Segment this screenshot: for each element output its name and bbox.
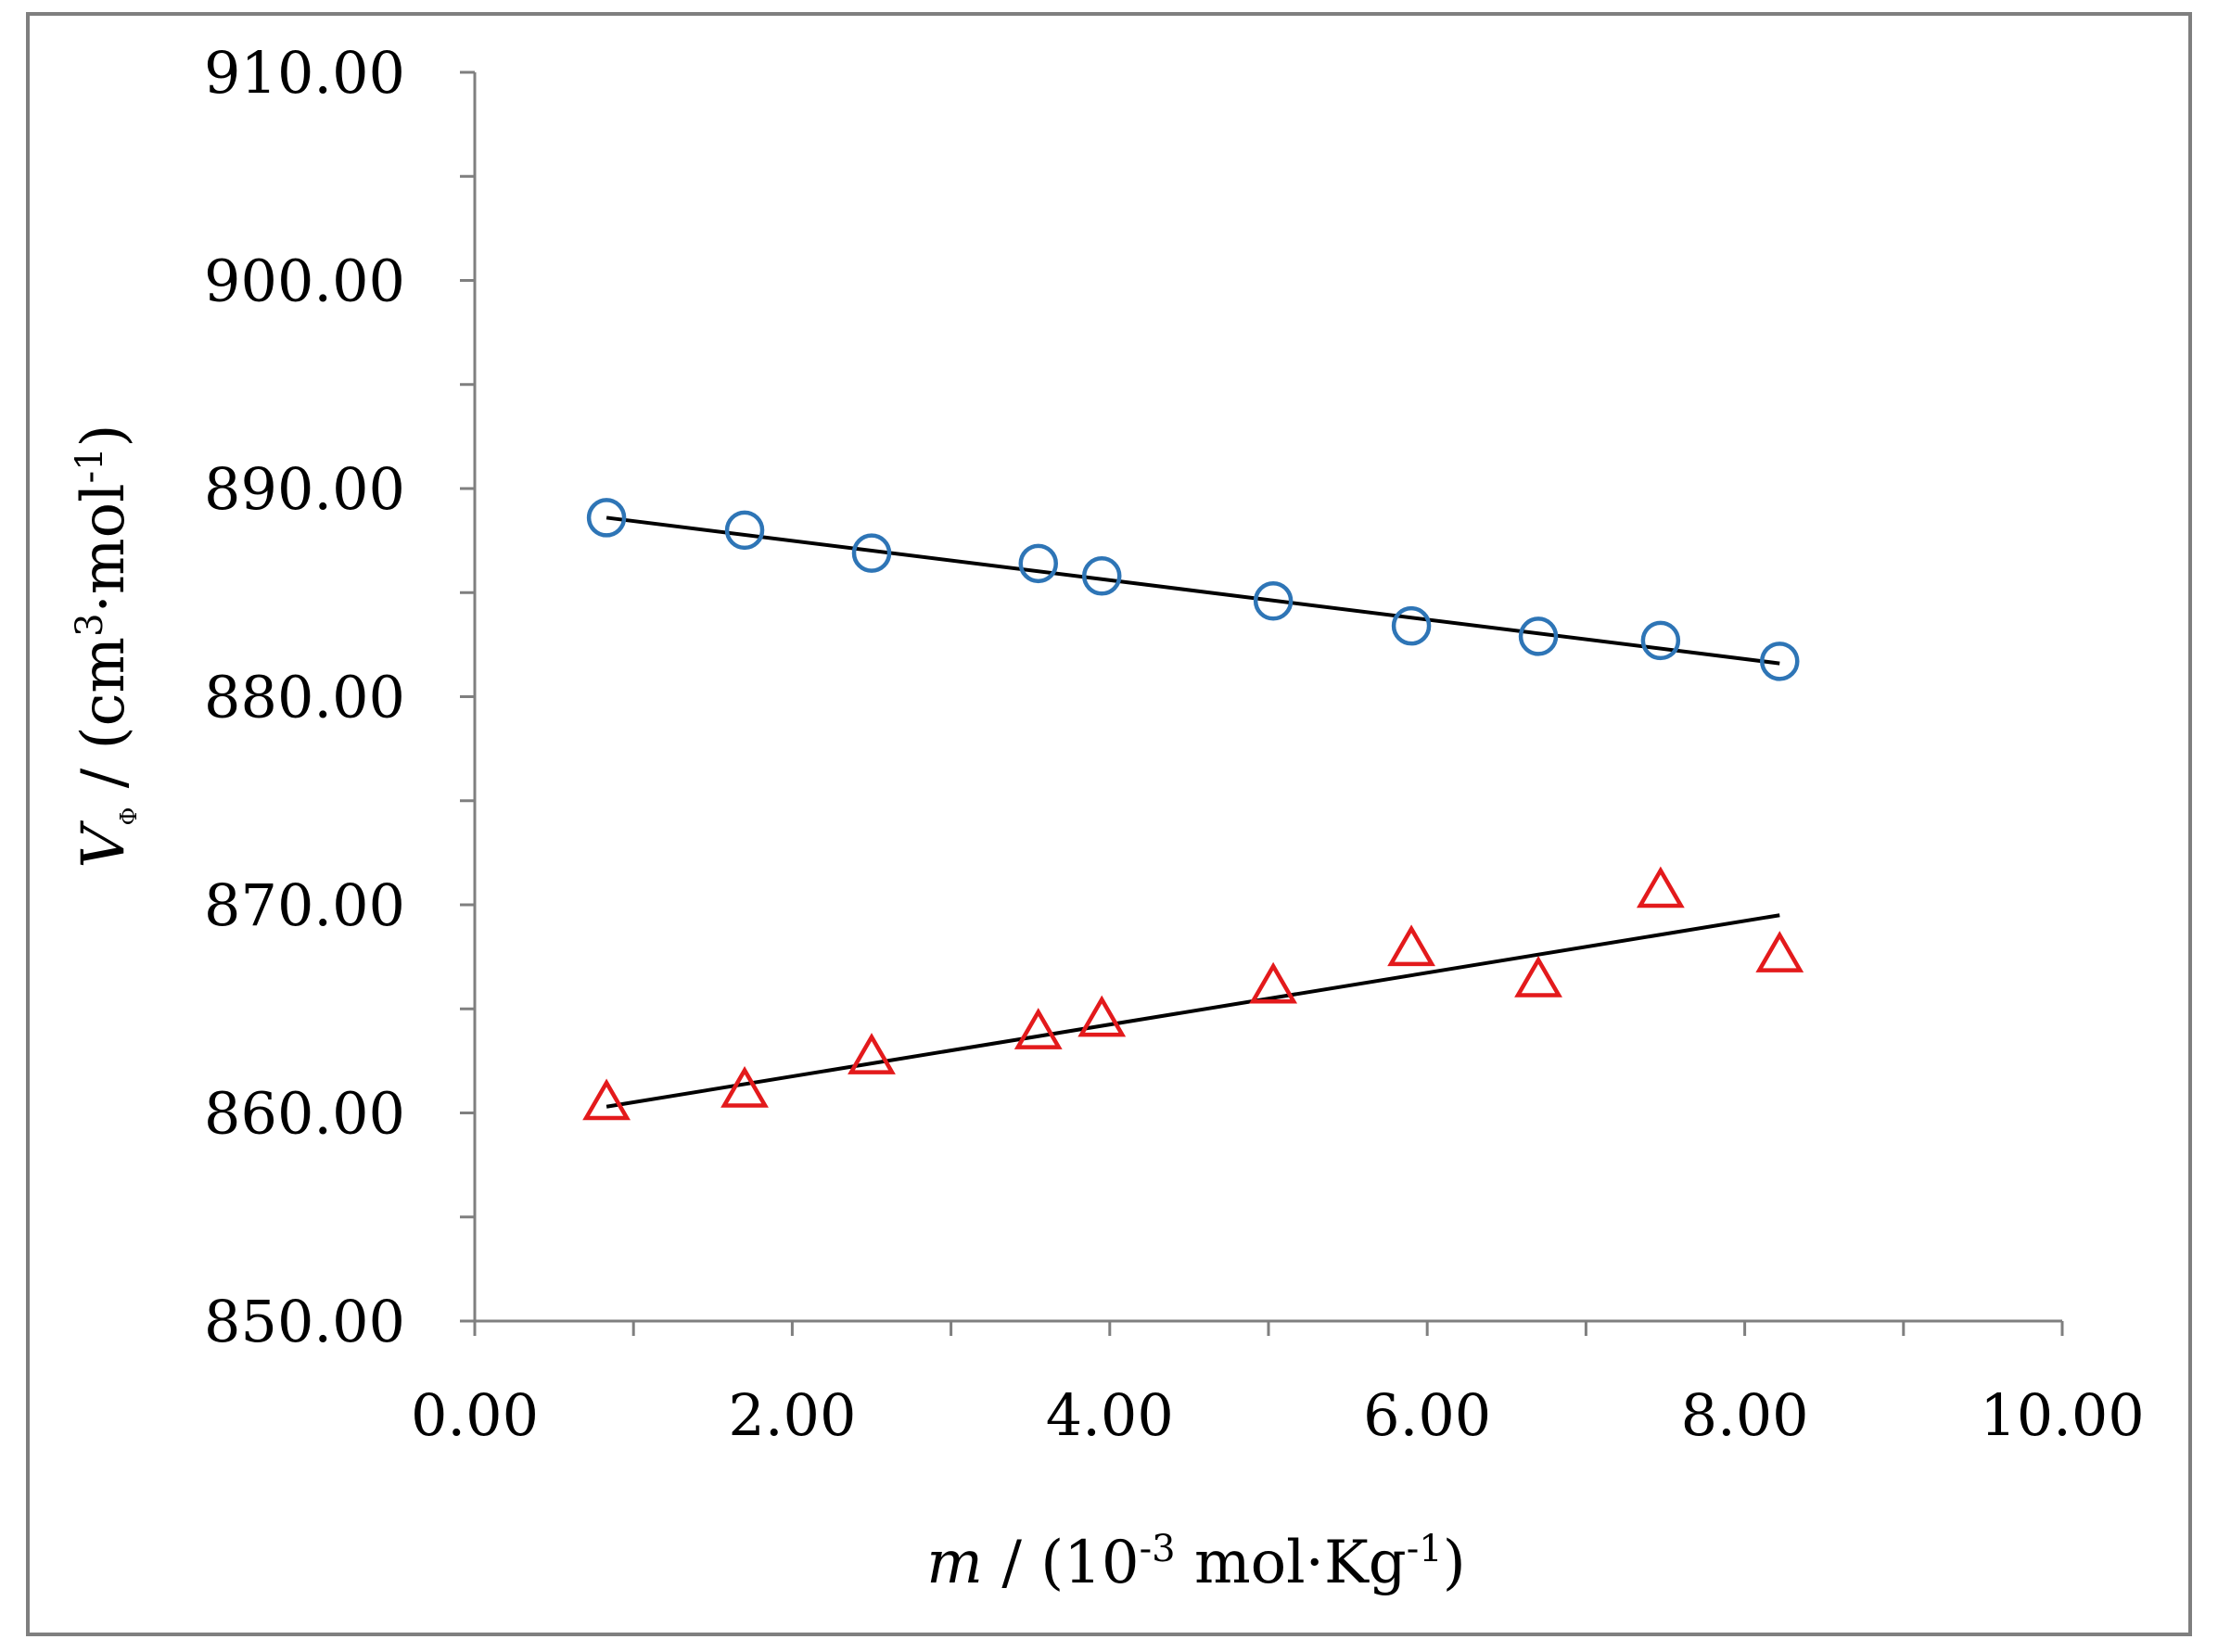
y-axis-ticks: 850.00 860.00 870.00 880.00 890.00 900.00 910.… xyxy=(204,39,475,1355)
x-axis-title: m / (10-3 mol·Kg-1) xyxy=(926,1528,1465,1597)
triangles-point xyxy=(1514,956,1562,998)
triangles-fit-line xyxy=(605,913,1780,1109)
triangles-point xyxy=(1755,931,1804,972)
data-markers xyxy=(582,498,1804,1121)
circles-point xyxy=(1391,605,1432,646)
y-axis-title-pre: / (cm xyxy=(70,637,138,807)
x-axis-title-pre: / (10 xyxy=(983,1529,1140,1597)
y-tick-label: 860.00 xyxy=(204,1080,405,1148)
y-axis-title-sub: Φ xyxy=(116,807,142,826)
x-axis-ticks: 0.00 2.00 4.00 6.00 8.00 10.00 xyxy=(411,1321,2145,1449)
circles-fit-line xyxy=(605,515,1780,666)
y-axis-title-mid: ·mol xyxy=(70,483,138,613)
triangles-point xyxy=(848,1033,896,1074)
x-axis-title-mid: mol·Kg xyxy=(1176,1529,1407,1597)
triangles-point xyxy=(1013,1008,1063,1049)
x-tick-label: 10.00 xyxy=(1980,1381,2145,1449)
x-axis-title-exp1: -3 xyxy=(1140,1528,1176,1570)
x-axis-title-post: ) xyxy=(1443,1529,1466,1597)
y-axis-title-exp2: -1 xyxy=(69,447,111,483)
y-axis-title-post: ) xyxy=(70,424,138,447)
y-tick-label: 890.00 xyxy=(204,455,405,523)
circles-point xyxy=(1018,543,1059,584)
x-tick-label: 6.00 xyxy=(1363,1381,1491,1449)
y-tick-label: 900.00 xyxy=(204,248,405,315)
y-tick-label: 850.00 xyxy=(204,1288,405,1355)
triangles-point xyxy=(582,1078,631,1121)
x-axis-title-exp2: -1 xyxy=(1407,1528,1443,1570)
circles-point xyxy=(1081,556,1122,596)
circles-point xyxy=(1253,580,1294,621)
circles-point xyxy=(724,510,765,551)
triangles-point xyxy=(1077,995,1127,1037)
x-tick-label: 0.00 xyxy=(411,1381,539,1449)
circles-point xyxy=(1760,642,1800,681)
y-tick-label: 910.00 xyxy=(204,39,405,107)
y-axis-title: VΦ / (cm3·mol-1) xyxy=(69,424,142,868)
triangles-point xyxy=(1636,866,1685,909)
chart-border xyxy=(26,12,2192,1636)
x-axis-title-var: m xyxy=(926,1529,983,1597)
circles-point xyxy=(586,498,627,538)
x-tick-label: 8.00 xyxy=(1681,1381,1809,1449)
y-tick-label: 880.00 xyxy=(204,664,405,731)
triangles-point xyxy=(720,1065,769,1108)
y-tick-label: 870.00 xyxy=(204,871,405,939)
circles-point xyxy=(1640,620,1681,661)
triangles-point xyxy=(1249,961,1298,1004)
circles-point xyxy=(1518,616,1559,656)
circles-point xyxy=(851,533,892,573)
fit-lines xyxy=(605,515,1780,1109)
y-axis-title-var: V xyxy=(70,820,138,869)
x-tick-label: 4.00 xyxy=(1046,1381,1174,1449)
y-axis-title-exp1: 3 xyxy=(69,613,111,636)
x-tick-label: 2.00 xyxy=(728,1381,856,1449)
triangles-point xyxy=(1387,924,1435,967)
